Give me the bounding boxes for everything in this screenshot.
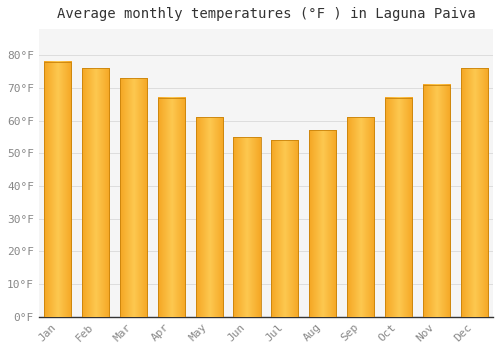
Bar [422,85,450,317]
Bar [120,78,147,317]
Bar [347,117,374,317]
Bar [385,98,412,317]
Bar [196,117,223,317]
Bar [158,98,185,317]
Bar [44,62,72,317]
Title: Average monthly temperatures (°F ) in Laguna Paiva: Average monthly temperatures (°F ) in La… [56,7,476,21]
Bar [271,140,298,317]
Bar [234,137,260,317]
Bar [309,131,336,317]
Bar [82,68,109,317]
Bar [460,68,488,317]
